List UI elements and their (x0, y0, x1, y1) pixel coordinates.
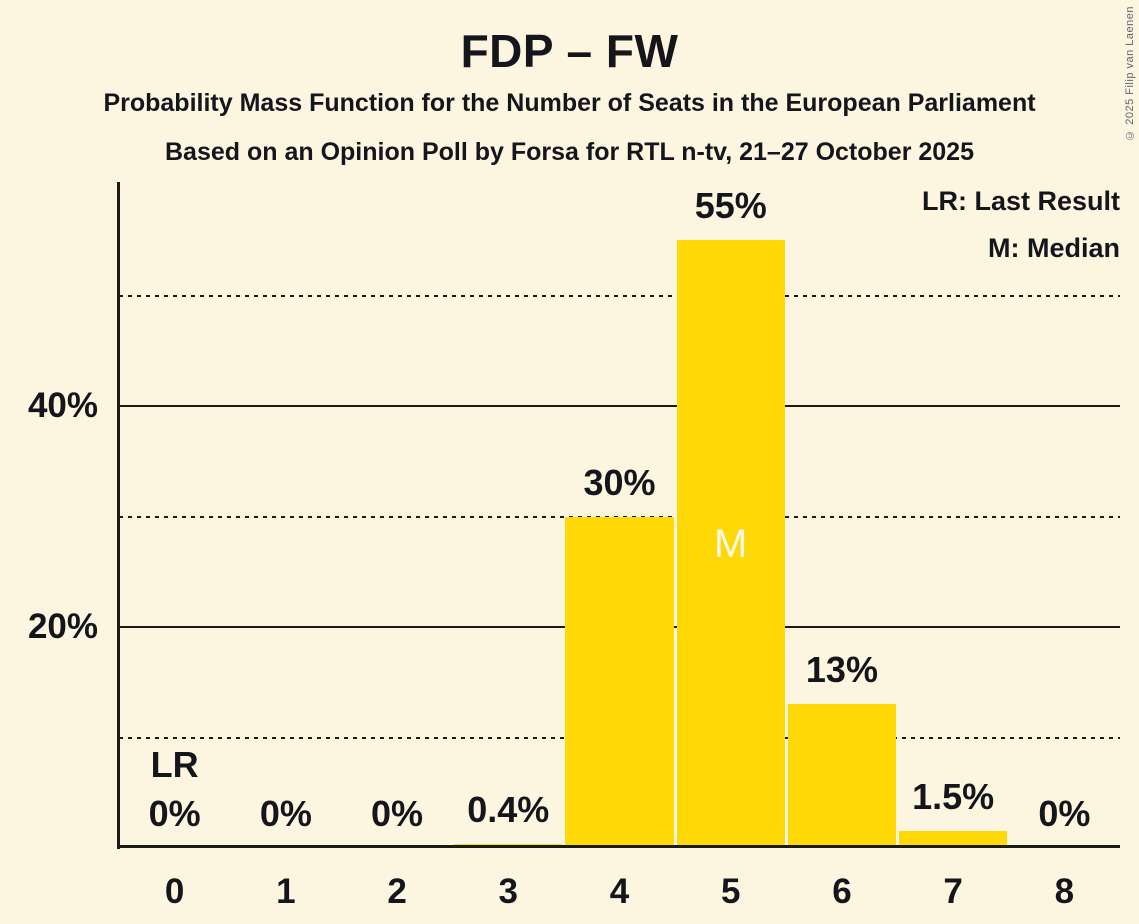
bar-value-label-5: 55% (694, 185, 767, 226)
x-axis-line (119, 845, 1120, 848)
y-axis-line (117, 182, 120, 849)
x-axis-label-7: 7 (943, 872, 963, 911)
chart-source-line: Based on an Opinion Poll by Forsa for RT… (165, 138, 974, 166)
bar-value-label-2: 0% (371, 793, 424, 834)
x-axis-label-0: 0 (164, 872, 185, 911)
x-axis-label-3: 3 (498, 872, 518, 911)
chart-title: FDP – FW (460, 25, 679, 77)
gridline-40pct (119, 405, 1120, 407)
y-axis-label-20: 20% (27, 607, 98, 646)
gridline-50pct (119, 295, 1120, 297)
bar-value-label-7: 1.5% (912, 776, 995, 817)
bar-value-label-6: 13% (805, 649, 878, 690)
legend: LR: Last Result M: Median (922, 185, 1120, 279)
legend-last-result: LR: Last Result (921, 186, 1120, 216)
legend-median: M: Median (988, 233, 1120, 263)
bar-seat-6 (787, 704, 897, 848)
chart-subtitle: Probability Mass Function for the Number… (103, 89, 1036, 117)
x-axis-label-8: 8 (1054, 872, 1075, 911)
bar-seat-7 (899, 831, 1008, 848)
last-result-marker: LR (150, 744, 199, 785)
x-axis-label-2: 2 (387, 872, 407, 911)
bar-value-label-8: 0% (1038, 793, 1091, 834)
bar-value-label-1: 0% (259, 793, 312, 834)
bar-value-label-3: 0.4% (467, 789, 550, 830)
bar-seat-5 (676, 240, 785, 848)
x-axis-label-1: 1 (276, 872, 296, 911)
bar-seat-4 (565, 516, 674, 848)
bar-value-label-4: 30% (583, 462, 656, 503)
x-axis-label-4: 4 (609, 872, 630, 911)
median-marker: M (714, 522, 748, 566)
x-axis-label-5: 5 (720, 872, 741, 911)
bar-value-label-0: 0% (148, 793, 201, 834)
y-axis-label-40: 40% (27, 386, 98, 425)
x-axis-label-6: 6 (832, 872, 852, 911)
